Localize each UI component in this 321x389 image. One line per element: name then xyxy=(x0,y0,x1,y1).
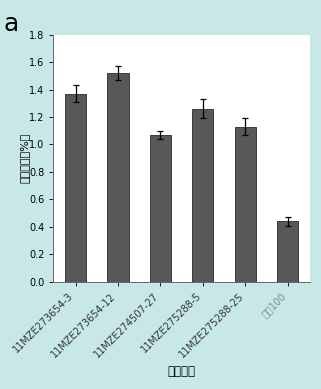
Bar xyxy=(192,109,213,282)
Bar xyxy=(150,135,171,282)
Text: a: a xyxy=(3,12,19,36)
Bar xyxy=(277,221,298,282)
Bar xyxy=(65,94,86,282)
Bar xyxy=(108,73,129,282)
Bar xyxy=(235,127,256,282)
X-axis label: 品种编号: 品种编号 xyxy=(168,365,195,378)
Y-axis label: 烟碱含量（%）: 烟碱含量（%） xyxy=(20,133,30,184)
